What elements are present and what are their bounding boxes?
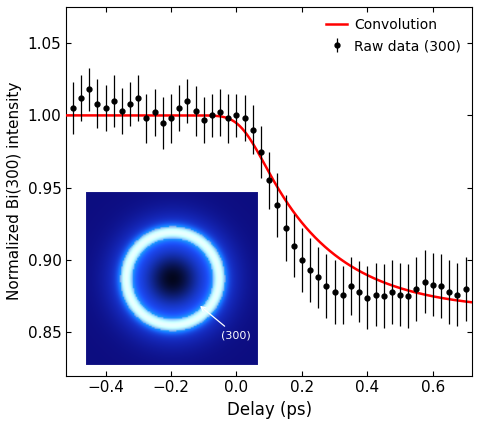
Legend: Convolution, Raw data (300): Convolution, Raw data (300) (322, 14, 465, 57)
Convolution (469, 300, 475, 305)
Convolution (63, 113, 69, 118)
Convolution (387, 282, 393, 287)
Convolution (105, 113, 111, 118)
Convolution (242, 130, 248, 135)
X-axis label: Delay (ps): Delay (ps) (227, 401, 312, 419)
Y-axis label: Normalized Bi(300) intensity: Normalized Bi(300) intensity (7, 82, 22, 300)
Convolution (342, 259, 348, 265)
Line: Convolution: Convolution (66, 115, 472, 302)
Convolution (228, 117, 233, 122)
Convolution (380, 279, 386, 285)
